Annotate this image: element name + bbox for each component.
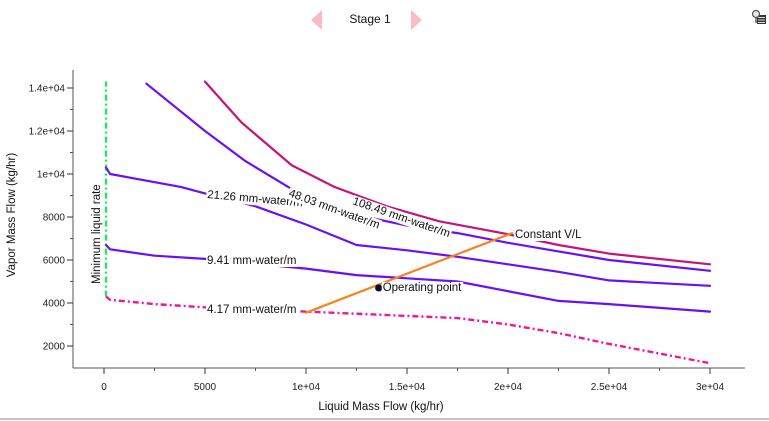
label-21-26-bg (205, 188, 305, 210)
operating-point-marker (375, 284, 383, 292)
series-line-9-41-mm-water-m (104, 243, 712, 313)
x-tick-label: 0 (101, 382, 107, 393)
y-tick-label: 8000 (43, 213, 66, 224)
label-minimum-liquid-rate: Minimum liquid rate (91, 184, 103, 284)
label-4-17: 4.17 mm-water/m (207, 304, 296, 316)
y-tick-label: 6000 (43, 256, 66, 267)
label-108-49-bg (350, 195, 453, 241)
stage-title: Stage 1 (349, 12, 391, 26)
label-4-17-bg (206, 304, 298, 316)
label-constant-vl-bg (514, 229, 584, 241)
next-stage-button[interactable] (411, 10, 422, 30)
label-48-03-bg (286, 187, 383, 232)
label-operating-point: Operating point (383, 282, 462, 294)
label-constant-vl-group: Constant V/L (514, 229, 584, 241)
label-minimum-liquid-rate-group: Minimum liquid rate (91, 183, 103, 285)
series-line-constant-v-l (304, 232, 514, 314)
search-settings-icon[interactable] (751, 9, 767, 25)
labels-layer: Minimum liquid rate 4.17 mm-water/m 9.41 m… (91, 183, 584, 316)
axes: 2000 4000 6000 8000 1e+04 1.2e+04 1.4e+04 0 5000… (6, 70, 745, 413)
y-tick-label: 1e+04 (37, 170, 66, 181)
x-tick-label: 1e+04 (292, 382, 321, 393)
x-tick-label: 3e+04 (696, 382, 725, 393)
label-operating-point-group: Operating point (381, 281, 464, 294)
label-9-41-group: 9.41 mm-water/m (206, 255, 298, 267)
y-tick-label: 2000 (43, 342, 66, 353)
previous-stage-button[interactable] (311, 10, 322, 30)
x-tick-label: 5000 (194, 382, 217, 393)
label-4-17-group: 4.17 mm-water/m (206, 304, 298, 316)
y-tick-label: 1.4e+04 (29, 84, 66, 95)
label-minimum-liquid-rate-bg (91, 183, 103, 285)
y-tick-label: 1.2e+04 (29, 127, 66, 138)
y-axis-title: Vapor Mass Flow (kg/hr) (6, 153, 18, 278)
x-tick-label: 2e+04 (494, 382, 523, 393)
x-tick-label: 1.5e+04 (389, 382, 426, 393)
x-axis-title: Liquid Mass Flow (kg/hr) (318, 401, 443, 413)
label-operating-point-bg (381, 281, 464, 294)
label-9-41-bg (206, 255, 298, 267)
label-constant-vl: Constant V/L (515, 229, 582, 241)
series-line-4-17-mm-water-m (105, 295, 711, 365)
series-line-21-26-mm-water-m (104, 166, 712, 287)
label-9-41: 9.41 mm-water/m (207, 255, 296, 267)
series-line-108-49-mm-water-m (203, 80, 712, 266)
stage-header: Stage 1 (0, 0, 769, 40)
y-tick-label: 4000 (43, 299, 66, 310)
x-tick-label: 2.5e+04 (591, 382, 628, 393)
